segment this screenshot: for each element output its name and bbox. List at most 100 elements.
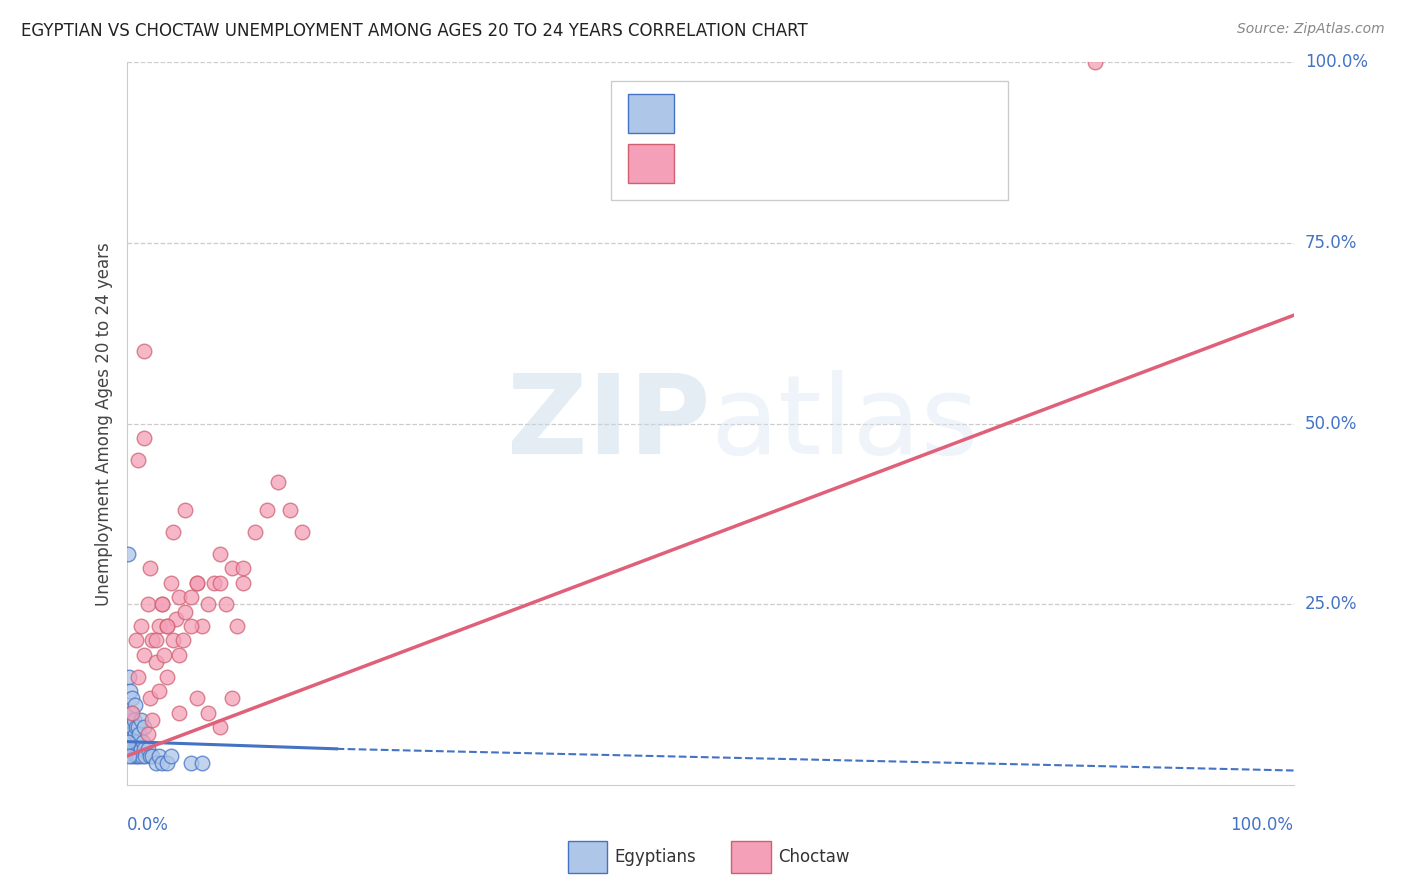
Point	[156, 619, 179, 633]
Point	[186, 691, 208, 706]
Point	[125, 720, 148, 734]
Point	[208, 720, 231, 734]
Point	[180, 590, 202, 604]
Point	[118, 713, 141, 727]
Point	[221, 691, 243, 706]
Point	[125, 633, 148, 648]
FancyBboxPatch shape	[610, 80, 1008, 200]
Text: 100.0%: 100.0%	[1230, 815, 1294, 833]
Point	[150, 598, 173, 612]
Point	[127, 742, 149, 756]
Text: Choctaw: Choctaw	[778, 848, 849, 866]
Point	[128, 727, 150, 741]
Y-axis label: Unemployment Among Ages 20 to 24 years: Unemployment Among Ages 20 to 24 years	[94, 242, 112, 606]
Point	[124, 749, 146, 764]
Point	[124, 727, 146, 741]
Point	[197, 706, 219, 720]
Text: atlas: atlas	[710, 370, 979, 477]
Text: N =: N =	[844, 154, 884, 172]
Point	[167, 706, 190, 720]
Point	[141, 713, 163, 727]
Point	[162, 633, 184, 648]
Point	[162, 524, 184, 539]
Point	[145, 655, 167, 669]
Point	[132, 648, 155, 662]
Point	[160, 749, 183, 764]
Point	[122, 713, 145, 727]
Point	[131, 749, 153, 764]
Point	[156, 756, 179, 771]
Point	[128, 749, 150, 764]
Point	[148, 619, 170, 633]
Point	[136, 598, 159, 612]
Point	[132, 734, 155, 748]
FancyBboxPatch shape	[568, 841, 607, 873]
Point	[121, 691, 143, 706]
Point	[167, 648, 190, 662]
Point	[124, 698, 146, 713]
Point	[132, 720, 155, 734]
Point	[129, 619, 152, 633]
Point	[156, 669, 179, 683]
Point	[118, 749, 141, 764]
Point	[174, 503, 197, 517]
Point	[167, 590, 190, 604]
Point	[118, 720, 141, 734]
Point	[127, 452, 149, 467]
Text: N =: N =	[844, 104, 884, 122]
Point	[117, 734, 139, 748]
Point	[125, 749, 148, 764]
Point	[141, 749, 163, 764]
Point	[267, 475, 290, 489]
Point	[120, 734, 142, 748]
Point	[136, 742, 159, 756]
Text: 0.558: 0.558	[740, 154, 803, 172]
Text: Source: ZipAtlas.com: Source: ZipAtlas.com	[1237, 22, 1385, 37]
Point	[118, 742, 141, 756]
Point	[121, 720, 143, 734]
Point	[132, 742, 155, 756]
Point	[122, 742, 145, 756]
Text: 75.0%: 75.0%	[1305, 234, 1357, 252]
Point	[139, 691, 162, 706]
Point	[180, 756, 202, 771]
Point	[232, 561, 254, 575]
Point	[141, 633, 163, 648]
Point	[202, 575, 225, 590]
Point	[150, 598, 173, 612]
Point	[118, 669, 141, 683]
FancyBboxPatch shape	[731, 841, 770, 873]
Point	[148, 684, 170, 698]
Point	[121, 749, 143, 764]
Point	[153, 648, 176, 662]
Point	[208, 547, 231, 561]
Point	[156, 619, 179, 633]
Text: 44: 44	[893, 104, 918, 122]
Point	[127, 720, 149, 734]
Point	[118, 684, 141, 698]
Text: 58: 58	[893, 154, 918, 172]
Text: EGYPTIAN VS CHOCTAW UNEMPLOYMENT AMONG AGES 20 TO 24 YEARS CORRELATION CHART: EGYPTIAN VS CHOCTAW UNEMPLOYMENT AMONG A…	[21, 22, 808, 40]
Text: R =: R =	[686, 104, 725, 122]
Point	[120, 727, 142, 741]
Point	[278, 503, 301, 517]
Point	[221, 561, 243, 575]
Text: Egyptians: Egyptians	[614, 848, 696, 866]
FancyBboxPatch shape	[628, 94, 673, 133]
Point	[160, 575, 183, 590]
Point	[256, 503, 278, 517]
FancyBboxPatch shape	[628, 145, 673, 183]
Point	[139, 749, 162, 764]
Point	[121, 706, 143, 720]
Point	[174, 605, 197, 619]
Point	[127, 669, 149, 683]
Point	[197, 598, 219, 612]
Point	[145, 756, 167, 771]
Text: R =: R =	[686, 154, 725, 172]
Point	[148, 749, 170, 764]
Text: 25.0%: 25.0%	[1305, 595, 1357, 614]
Point	[120, 706, 142, 720]
Text: ZIP: ZIP	[506, 370, 710, 477]
Point	[145, 633, 167, 648]
Point	[129, 713, 152, 727]
